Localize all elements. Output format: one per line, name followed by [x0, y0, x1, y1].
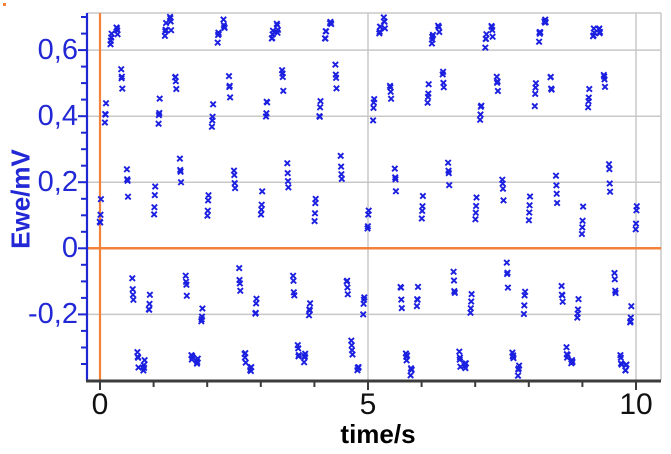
y-tick-label: 0,6 [37, 34, 78, 67]
x-tick-label: 0 [91, 388, 109, 421]
artifact-dot [3, 3, 6, 6]
x-tick-label: 10 [619, 388, 653, 421]
data-markers [96, 13, 641, 380]
y-tick-label: 0,4 [37, 100, 78, 133]
x-tick-label: 5 [359, 388, 377, 421]
y-tick-label: 0 [61, 232, 78, 265]
y-tick-label: 0,2 [37, 166, 78, 199]
x-axis-title: time/s [340, 419, 416, 449]
y-axis-title: Ewe/mV [5, 148, 36, 249]
y-tick-label: -0,2 [28, 298, 78, 331]
